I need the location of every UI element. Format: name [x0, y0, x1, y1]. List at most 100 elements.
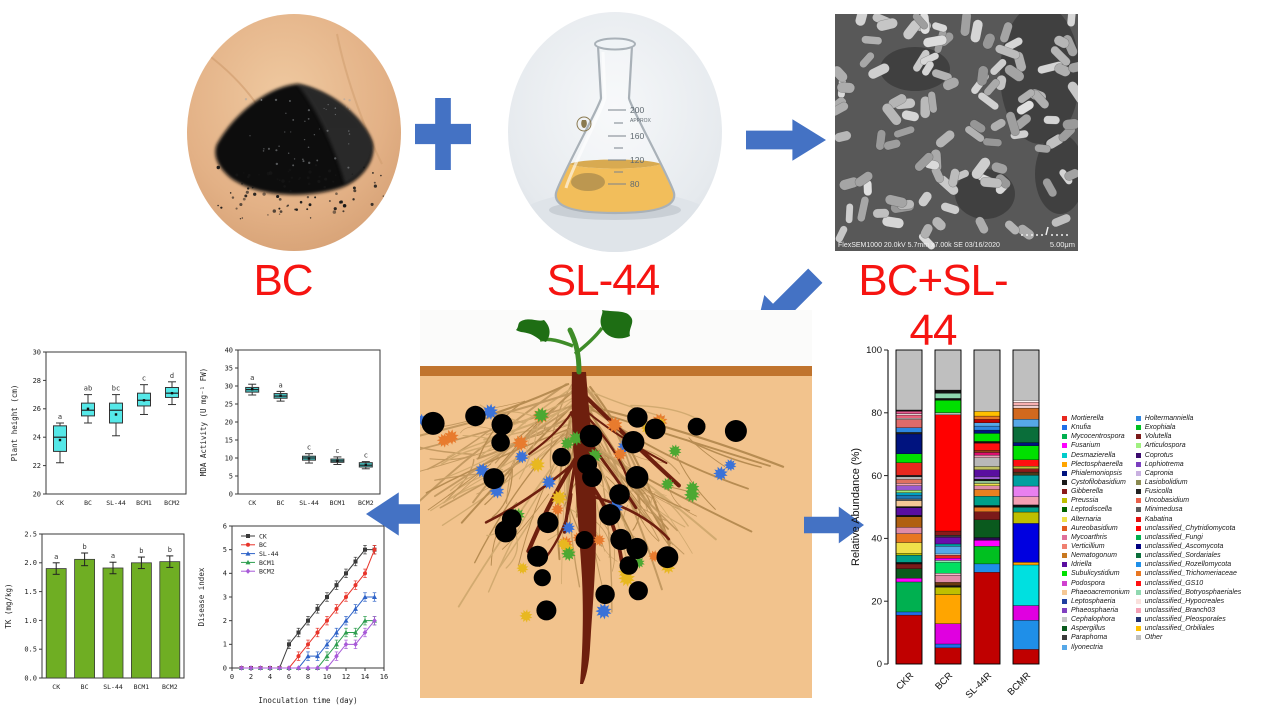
svg-text:BCM1: BCM1 — [134, 683, 150, 691]
legend-swatch — [1062, 425, 1067, 431]
legend-label: Phaeosphaeria — [1071, 607, 1119, 615]
legend-item: unclassified_GS10 — [1135, 579, 1242, 588]
legend-label: Aspergillus — [1071, 625, 1106, 633]
legend-swatch — [1135, 498, 1141, 504]
legend-item: Mortierella — [1062, 414, 1130, 423]
tk-bar-chart: 0.0 0.5 1.0 1.5 2.0 2.5 TK (mg/kg) CK a BC b SL-44 a… — [2, 518, 196, 710]
svg-text:c: c — [307, 444, 311, 452]
legend-item: Podospora — [1062, 579, 1130, 588]
legend-item: Holtermanniella — [1135, 414, 1242, 423]
legend-item: Minimedusa — [1135, 505, 1242, 514]
legend-swatch — [1062, 434, 1067, 440]
legend-label: Nematogonum — [1071, 552, 1117, 560]
svg-text:BCM1: BCM1 — [330, 499, 346, 507]
abundance-chart: 0 20 40 60 80 100 Relative Abundance (%) CKR BCR… — [846, 342, 1062, 710]
svg-text:2: 2 — [249, 673, 253, 681]
legend-swatch — [1062, 452, 1067, 458]
svg-text:40: 40 — [225, 346, 233, 354]
biochar-powder-image — [187, 14, 401, 251]
sem-rods — [825, 0, 1087, 250]
legend-swatch — [1135, 589, 1141, 595]
legend-item: Cystofilobasidium — [1062, 478, 1130, 487]
svg-text:bc: bc — [112, 385, 120, 393]
svg-text:BC: BC — [277, 499, 285, 507]
legend-swatch — [1135, 425, 1141, 431]
legend-swatch — [1062, 635, 1067, 641]
sem-photo: FlexSEM1000 20.0kV 5.7mm x7.00k SE 03/16… — [825, 0, 1087, 251]
legend-swatch — [1062, 534, 1067, 540]
legend-label: unclassified_Pleosporales — [1144, 616, 1226, 624]
svg-text:BCM2: BCM2 — [162, 683, 178, 691]
svg-text:d: d — [170, 372, 174, 380]
legend-item: Lophiotrema — [1135, 460, 1242, 469]
legend-swatch — [1062, 489, 1067, 495]
legend-label: Knufia — [1071, 424, 1091, 432]
svg-text:1.0: 1.0 — [24, 617, 37, 625]
legend-item: Coprotus — [1135, 451, 1242, 460]
legend-swatch — [1135, 507, 1141, 513]
svg-text:24: 24 — [33, 434, 41, 442]
svg-text:Disease index: Disease index — [197, 567, 206, 626]
legend-label: Phaeoacremonium — [1071, 588, 1130, 596]
legend-swatch — [1062, 470, 1067, 476]
legend-swatch — [1062, 580, 1067, 586]
legend-swatch — [1135, 580, 1141, 586]
svg-text:30: 30 — [33, 348, 41, 356]
flask-image: 200 APPROX 160 120 80 — [508, 12, 722, 252]
abundance-legend: Mortierella Knufia Mycocentrospora Fusarium… — [1062, 414, 1284, 652]
legend-label: Ilyonectria — [1071, 643, 1103, 651]
svg-text:5: 5 — [223, 546, 227, 554]
svg-text:2.0: 2.0 — [24, 559, 37, 567]
svg-text:0: 0 — [877, 659, 882, 670]
bc-label: BC — [253, 256, 313, 305]
legend-item: Capronia — [1135, 469, 1242, 478]
legend-swatch — [1062, 461, 1067, 467]
legend-item: Mycocentrospora — [1062, 432, 1130, 441]
legend-item: unclassified_Chytridiomycota — [1135, 524, 1242, 533]
legend-swatch — [1135, 525, 1141, 531]
legend-label: Verticillium — [1071, 543, 1105, 551]
legend-item: unclassified_Trichomeriaceae — [1135, 569, 1242, 578]
legend-label: Paraphoma — [1071, 634, 1108, 642]
legend-item: unclassified_Rozellomycota — [1135, 560, 1242, 569]
svg-text:BCM1: BCM1 — [259, 559, 275, 567]
legend-label: unclassified_Branch03 — [1144, 607, 1216, 615]
tk-plot: 0.0 0.5 1.0 1.5 2.0 2.5 TK (mg/kg) CK a BC b SL-44 a… — [4, 530, 185, 691]
svg-text:0.5: 0.5 — [24, 646, 37, 654]
legend-item: Desmazierella — [1062, 451, 1130, 460]
legend-swatch — [1135, 443, 1141, 449]
legend-item: Subulicystidium — [1062, 569, 1130, 578]
legend-label: Phialemoniopsis — [1071, 469, 1122, 477]
legend-swatch — [1135, 534, 1141, 540]
legend-swatch — [1062, 516, 1067, 522]
sem-scale-bar — [1021, 226, 1068, 236]
legend-item: Exophiala — [1135, 423, 1242, 432]
svg-text:CK: CK — [56, 499, 64, 507]
svg-text:SL-44: SL-44 — [259, 550, 279, 558]
legend-label: Cystofilobasidium — [1071, 479, 1126, 487]
svg-text:c: c — [335, 447, 339, 455]
svg-text:b: b — [139, 547, 143, 555]
legend-label: Mycoarthris — [1071, 533, 1108, 541]
legend-label: Plectosphaerella — [1071, 460, 1123, 468]
legend-label: unclassified_Hypocreales — [1144, 597, 1225, 605]
legend-label: Idriella — [1071, 561, 1092, 569]
svg-text:1: 1 — [223, 641, 227, 649]
legend-swatch — [1062, 626, 1067, 632]
svg-text:c: c — [364, 452, 368, 460]
legend-item: Volutella — [1135, 432, 1242, 441]
flask-outline — [554, 45, 676, 215]
legend-label: Lophiotrema — [1144, 460, 1184, 468]
legend-swatch — [1135, 598, 1141, 604]
legend-item: Fusarium — [1062, 441, 1130, 450]
legend-item: Verticillium — [1062, 542, 1130, 551]
svg-text:22: 22 — [33, 462, 41, 470]
legend-item: Leptodiscella — [1062, 505, 1130, 514]
svg-text:a: a — [54, 553, 58, 561]
sem-scale-label: 5.00μm — [1050, 240, 1075, 249]
legend-item: Gibberella — [1062, 487, 1130, 496]
legend-item: unclassified_Ascomycota — [1135, 542, 1242, 551]
legend-item: unclassified_Branch03 — [1135, 606, 1242, 615]
flask-photo: 200 APPROX 160 120 80 — [508, 12, 722, 252]
